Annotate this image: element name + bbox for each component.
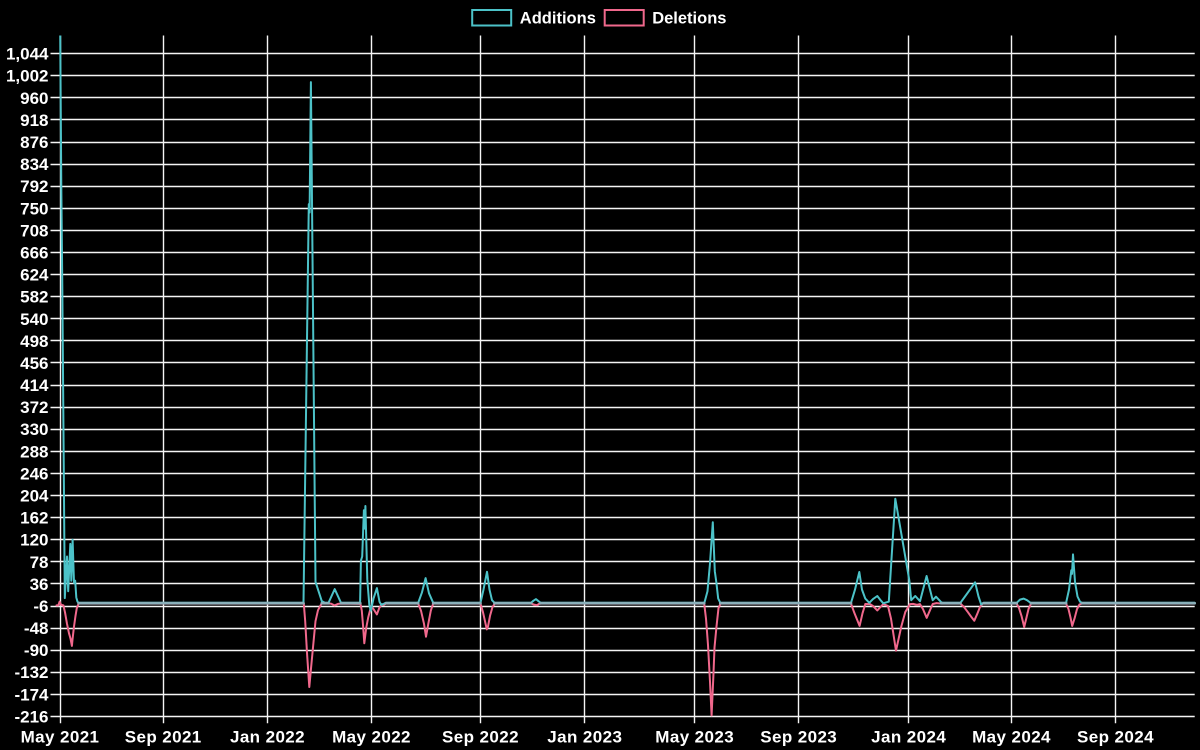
svg-text:-216: -216 (14, 707, 48, 726)
svg-text:876: 876 (20, 133, 48, 152)
svg-text:162: 162 (20, 509, 48, 528)
svg-text:666: 666 (20, 244, 48, 263)
svg-text:498: 498 (20, 332, 48, 351)
svg-text:540: 540 (20, 310, 48, 329)
svg-text:78: 78 (30, 553, 49, 572)
svg-text:May 2021: May 2021 (21, 728, 100, 747)
svg-text:372: 372 (20, 398, 48, 417)
svg-text:36: 36 (30, 575, 49, 594)
svg-text:Jan 2022: Jan 2022 (230, 728, 305, 747)
svg-text:708: 708 (20, 221, 48, 240)
svg-text:960: 960 (20, 89, 48, 108)
svg-text:-132: -132 (14, 663, 48, 682)
svg-text:1,044: 1,044 (6, 45, 49, 64)
svg-text:May 2023: May 2023 (655, 728, 734, 747)
svg-text:May 2022: May 2022 (332, 728, 411, 747)
svg-text:834: 834 (20, 155, 49, 174)
svg-text:-6: -6 (33, 597, 48, 616)
svg-text:918: 918 (20, 111, 48, 130)
svg-text:-174: -174 (14, 685, 49, 704)
svg-text:750: 750 (20, 199, 48, 218)
svg-text:1,002: 1,002 (6, 67, 49, 86)
svg-text:Deletions: Deletions (652, 10, 726, 28)
svg-text:Additions: Additions (520, 10, 596, 28)
svg-text:-48: -48 (24, 619, 49, 638)
svg-text:Sep 2022: Sep 2022 (442, 728, 519, 747)
svg-text:Sep 2023: Sep 2023 (760, 728, 837, 747)
svg-text:624: 624 (20, 266, 49, 285)
svg-text:Sep 2021: Sep 2021 (125, 728, 202, 747)
svg-text:414: 414 (20, 376, 49, 395)
svg-text:330: 330 (20, 420, 48, 439)
svg-text:Jan 2024: Jan 2024 (871, 728, 946, 747)
svg-text:456: 456 (20, 354, 48, 373)
svg-text:-90: -90 (24, 641, 49, 660)
svg-text:120: 120 (20, 531, 48, 550)
svg-text:204: 204 (20, 487, 49, 506)
svg-text:246: 246 (20, 464, 48, 483)
svg-text:288: 288 (20, 442, 48, 461)
svg-text:582: 582 (20, 288, 48, 307)
svg-text:Sep 2024: Sep 2024 (1077, 728, 1154, 747)
svg-text:May 2024: May 2024 (972, 728, 1051, 747)
svg-text:792: 792 (20, 177, 48, 196)
svg-text:Jan 2023: Jan 2023 (547, 728, 622, 747)
